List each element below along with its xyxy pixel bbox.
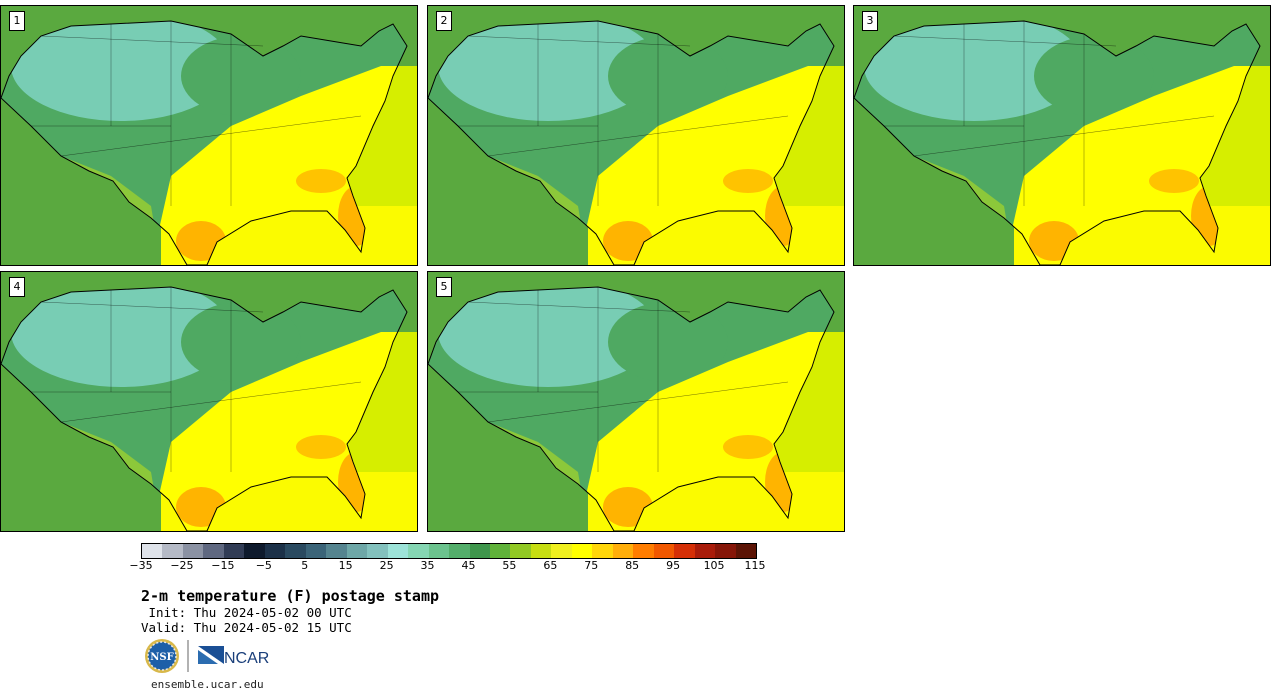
colorbar-cell bbox=[469, 544, 490, 558]
colorbar-tick-label: 105 bbox=[703, 559, 725, 572]
colorbar-cell bbox=[203, 544, 224, 558]
colorbar-cell bbox=[551, 544, 572, 558]
colorbar-cell bbox=[489, 544, 511, 558]
colorbar-cell bbox=[408, 544, 429, 558]
colorbar-tick-label: −15 bbox=[211, 559, 235, 572]
colorbar-tick-label: 45 bbox=[461, 559, 476, 572]
colorbar-tick-label: 5 bbox=[301, 559, 309, 572]
colorbar-cell bbox=[387, 544, 409, 558]
svg-text:NSF: NSF bbox=[150, 652, 173, 663]
colorbar-cell bbox=[367, 544, 388, 558]
map-panel-3: 3 bbox=[853, 5, 1271, 266]
colorbar-cell bbox=[735, 544, 757, 558]
colorbar-cell bbox=[326, 544, 347, 558]
colorbar-cell bbox=[633, 544, 654, 558]
temperature-map bbox=[428, 272, 844, 531]
colorbar-cell bbox=[264, 544, 286, 558]
panel-label: 5 bbox=[436, 277, 452, 297]
colorbar-cell bbox=[346, 544, 368, 558]
init-time: Init: Thu 2024-05-02 00 UTC bbox=[141, 605, 352, 620]
colorbar-cell bbox=[674, 544, 695, 558]
map-panel-1: 1 bbox=[0, 5, 418, 266]
colorbar-cell bbox=[449, 544, 470, 558]
logos: NSF NCAR bbox=[144, 638, 284, 674]
colorbar-cell bbox=[653, 544, 675, 558]
ncar-logo-icon: NCAR bbox=[198, 646, 269, 667]
map-panel-4: 4 bbox=[0, 271, 418, 532]
colorbar-cell bbox=[510, 544, 531, 558]
colorbar bbox=[141, 543, 757, 559]
colorbar-cell bbox=[162, 544, 183, 558]
temperature-map bbox=[1, 6, 417, 265]
colorbar-tick-label: 55 bbox=[502, 559, 517, 572]
colorbar-cell bbox=[182, 544, 204, 558]
nsf-logo-icon: NSF bbox=[145, 639, 179, 673]
map-panel-2: 2 bbox=[427, 5, 845, 266]
colorbar-tick-label: −25 bbox=[170, 559, 194, 572]
colorbar-tick-label: 15 bbox=[338, 559, 353, 572]
map-panel-5: 5 bbox=[427, 271, 845, 532]
temperature-map bbox=[1, 272, 417, 531]
colorbar-ticks: −35 −25 −15 −5 5 15 25 35 45 55 65 75 85 95 105 115 bbox=[129, 559, 765, 575]
colorbar-tick-label: 75 bbox=[584, 559, 599, 572]
land-temperature bbox=[854, 21, 1260, 265]
colorbar-cell bbox=[715, 544, 736, 558]
colorbar-cell bbox=[142, 544, 163, 558]
colorbar-cell bbox=[244, 544, 265, 558]
colorbar-cell bbox=[530, 544, 552, 558]
temperature-map bbox=[854, 6, 1270, 265]
panel-label: 3 bbox=[862, 11, 878, 31]
source-url: ensemble.ucar.edu bbox=[151, 678, 264, 691]
svg-text:NCAR: NCAR bbox=[224, 650, 269, 667]
colorbar-tick-label: 85 bbox=[625, 559, 640, 572]
colorbar-cell bbox=[428, 544, 450, 558]
panel-label: 4 bbox=[9, 277, 25, 297]
panel-label: 1 bbox=[9, 11, 25, 31]
colorbar-tick-label: −5 bbox=[255, 559, 272, 572]
colorbar-tick-label: −35 bbox=[129, 559, 153, 572]
temperature-map bbox=[428, 6, 844, 265]
colorbar-cell bbox=[223, 544, 245, 558]
colorbar-tick-label: 25 bbox=[379, 559, 394, 572]
figure-title: 2-m temperature (F) postage stamp bbox=[141, 587, 440, 605]
colorbar-cell bbox=[612, 544, 634, 558]
colorbar-cell bbox=[592, 544, 613, 558]
valid-time: Valid: Thu 2024-05-02 15 UTC bbox=[141, 620, 352, 635]
colorbar-tick-label: 35 bbox=[420, 559, 435, 572]
colorbar-cell bbox=[305, 544, 327, 558]
colorbar-tick-label: 95 bbox=[666, 559, 681, 572]
panel-label: 2 bbox=[436, 11, 452, 31]
colorbar-cell bbox=[694, 544, 716, 558]
colorbar-cell bbox=[571, 544, 593, 558]
colorbar-tick-label: 115 bbox=[744, 559, 766, 572]
colorbar-tick-label: 65 bbox=[543, 559, 558, 572]
colorbar-cell bbox=[285, 544, 306, 558]
